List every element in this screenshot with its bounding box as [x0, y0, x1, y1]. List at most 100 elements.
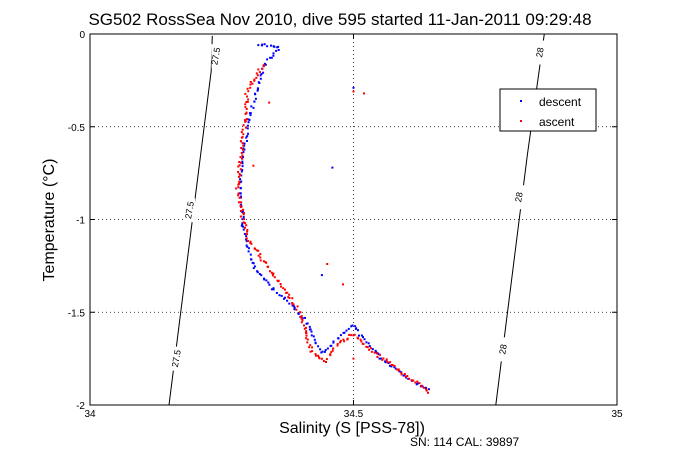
ascent-point — [342, 338, 345, 341]
descent-point — [246, 127, 249, 130]
ascent-point — [291, 297, 294, 300]
ascent-point — [339, 339, 342, 342]
descent-point — [272, 288, 275, 291]
ascent-point — [240, 136, 243, 139]
contour-label: 27.5 — [209, 47, 222, 66]
contour-label-bg — [514, 185, 525, 210]
descent-point — [351, 324, 354, 327]
contour-label: 28 — [497, 343, 509, 355]
descent-point — [247, 250, 250, 253]
descent-point — [345, 329, 348, 332]
ascent-point — [291, 302, 294, 305]
ascent-point — [326, 263, 329, 265]
descent-point — [323, 350, 326, 353]
ascent-point — [262, 260, 265, 263]
descent-point — [310, 334, 313, 337]
descent-point — [297, 312, 300, 315]
descent-point — [367, 342, 370, 345]
ascent-point — [251, 82, 254, 85]
descent-point — [280, 294, 283, 297]
ascent-point — [249, 86, 252, 89]
ascent-point — [237, 192, 240, 195]
ascent-point — [239, 204, 242, 207]
descent-point — [363, 338, 366, 341]
descent-point — [365, 341, 368, 344]
ascent-point — [416, 380, 419, 383]
descent-point — [263, 43, 266, 46]
ascent-point — [425, 388, 428, 391]
ascent-point — [359, 338, 362, 341]
descent-point — [241, 169, 243, 171]
ascent-point — [379, 353, 381, 356]
ascent-point — [272, 274, 274, 277]
ascent-point — [247, 98, 250, 101]
ascent-point — [267, 265, 270, 268]
ascent-point — [404, 375, 407, 378]
ascent-point — [259, 256, 262, 259]
ascent-point — [259, 71, 261, 74]
descent-point — [321, 350, 324, 353]
descent-point — [248, 118, 251, 121]
ascent-point — [238, 196, 241, 199]
contour-label-bg — [171, 346, 182, 371]
descent-point — [246, 124, 249, 127]
descent-point — [388, 364, 391, 367]
descent-point — [375, 351, 378, 354]
ascent-point — [270, 271, 273, 274]
descent-point — [245, 136, 248, 139]
descent-point — [247, 132, 249, 135]
ascent-point — [241, 128, 244, 131]
descent-point — [374, 349, 377, 352]
ascent-point — [243, 212, 245, 214]
contour-label: 28 — [513, 191, 525, 203]
descent-point — [239, 192, 242, 195]
ascent-point — [348, 333, 351, 336]
descent-point — [416, 382, 419, 385]
descent-point — [371, 348, 374, 351]
ascent-point — [240, 152, 243, 154]
contour-label: 27.5 — [183, 201, 196, 220]
ascent-point — [238, 201, 240, 204]
descent-point — [267, 281, 270, 284]
ascent-point — [243, 218, 245, 221]
descent-point — [245, 244, 248, 247]
descent-point — [247, 118, 250, 121]
ascent-point — [314, 353, 317, 356]
descent-point — [270, 288, 273, 291]
descent-point — [324, 349, 327, 351]
ascent-point — [352, 334, 355, 337]
descent-point — [269, 56, 272, 59]
ascent-point — [238, 181, 241, 184]
ascent-point — [343, 340, 346, 343]
ascent-point — [237, 183, 240, 186]
descent-point — [310, 330, 313, 333]
descent-point — [243, 148, 246, 151]
ascent-point — [288, 297, 291, 299]
ascent-point — [257, 254, 260, 257]
ascent-point — [393, 364, 396, 367]
descent-point — [293, 306, 296, 309]
descent-point — [258, 273, 261, 275]
ascent-point — [369, 347, 372, 350]
ascent-point — [240, 147, 243, 149]
descent-point — [259, 74, 262, 77]
descent-point — [275, 292, 278, 294]
ascent-point — [242, 213, 245, 216]
ascent-point — [330, 351, 333, 354]
ascent-point — [239, 161, 242, 164]
ascent-point — [252, 164, 255, 167]
descent-point — [308, 325, 311, 328]
ascent-point — [370, 350, 373, 353]
descent-point — [272, 54, 275, 57]
descent-point — [380, 357, 382, 360]
ascent-point — [412, 379, 415, 382]
ascent-point — [245, 101, 248, 103]
descent-point — [243, 142, 246, 145]
ascent-point — [240, 131, 243, 134]
ascent-point — [246, 228, 249, 231]
contour-label-bg — [498, 337, 509, 362]
ascent-point — [273, 276, 276, 279]
descent-point — [262, 71, 265, 74]
descent-point — [260, 73, 263, 75]
descent-point — [240, 174, 243, 177]
